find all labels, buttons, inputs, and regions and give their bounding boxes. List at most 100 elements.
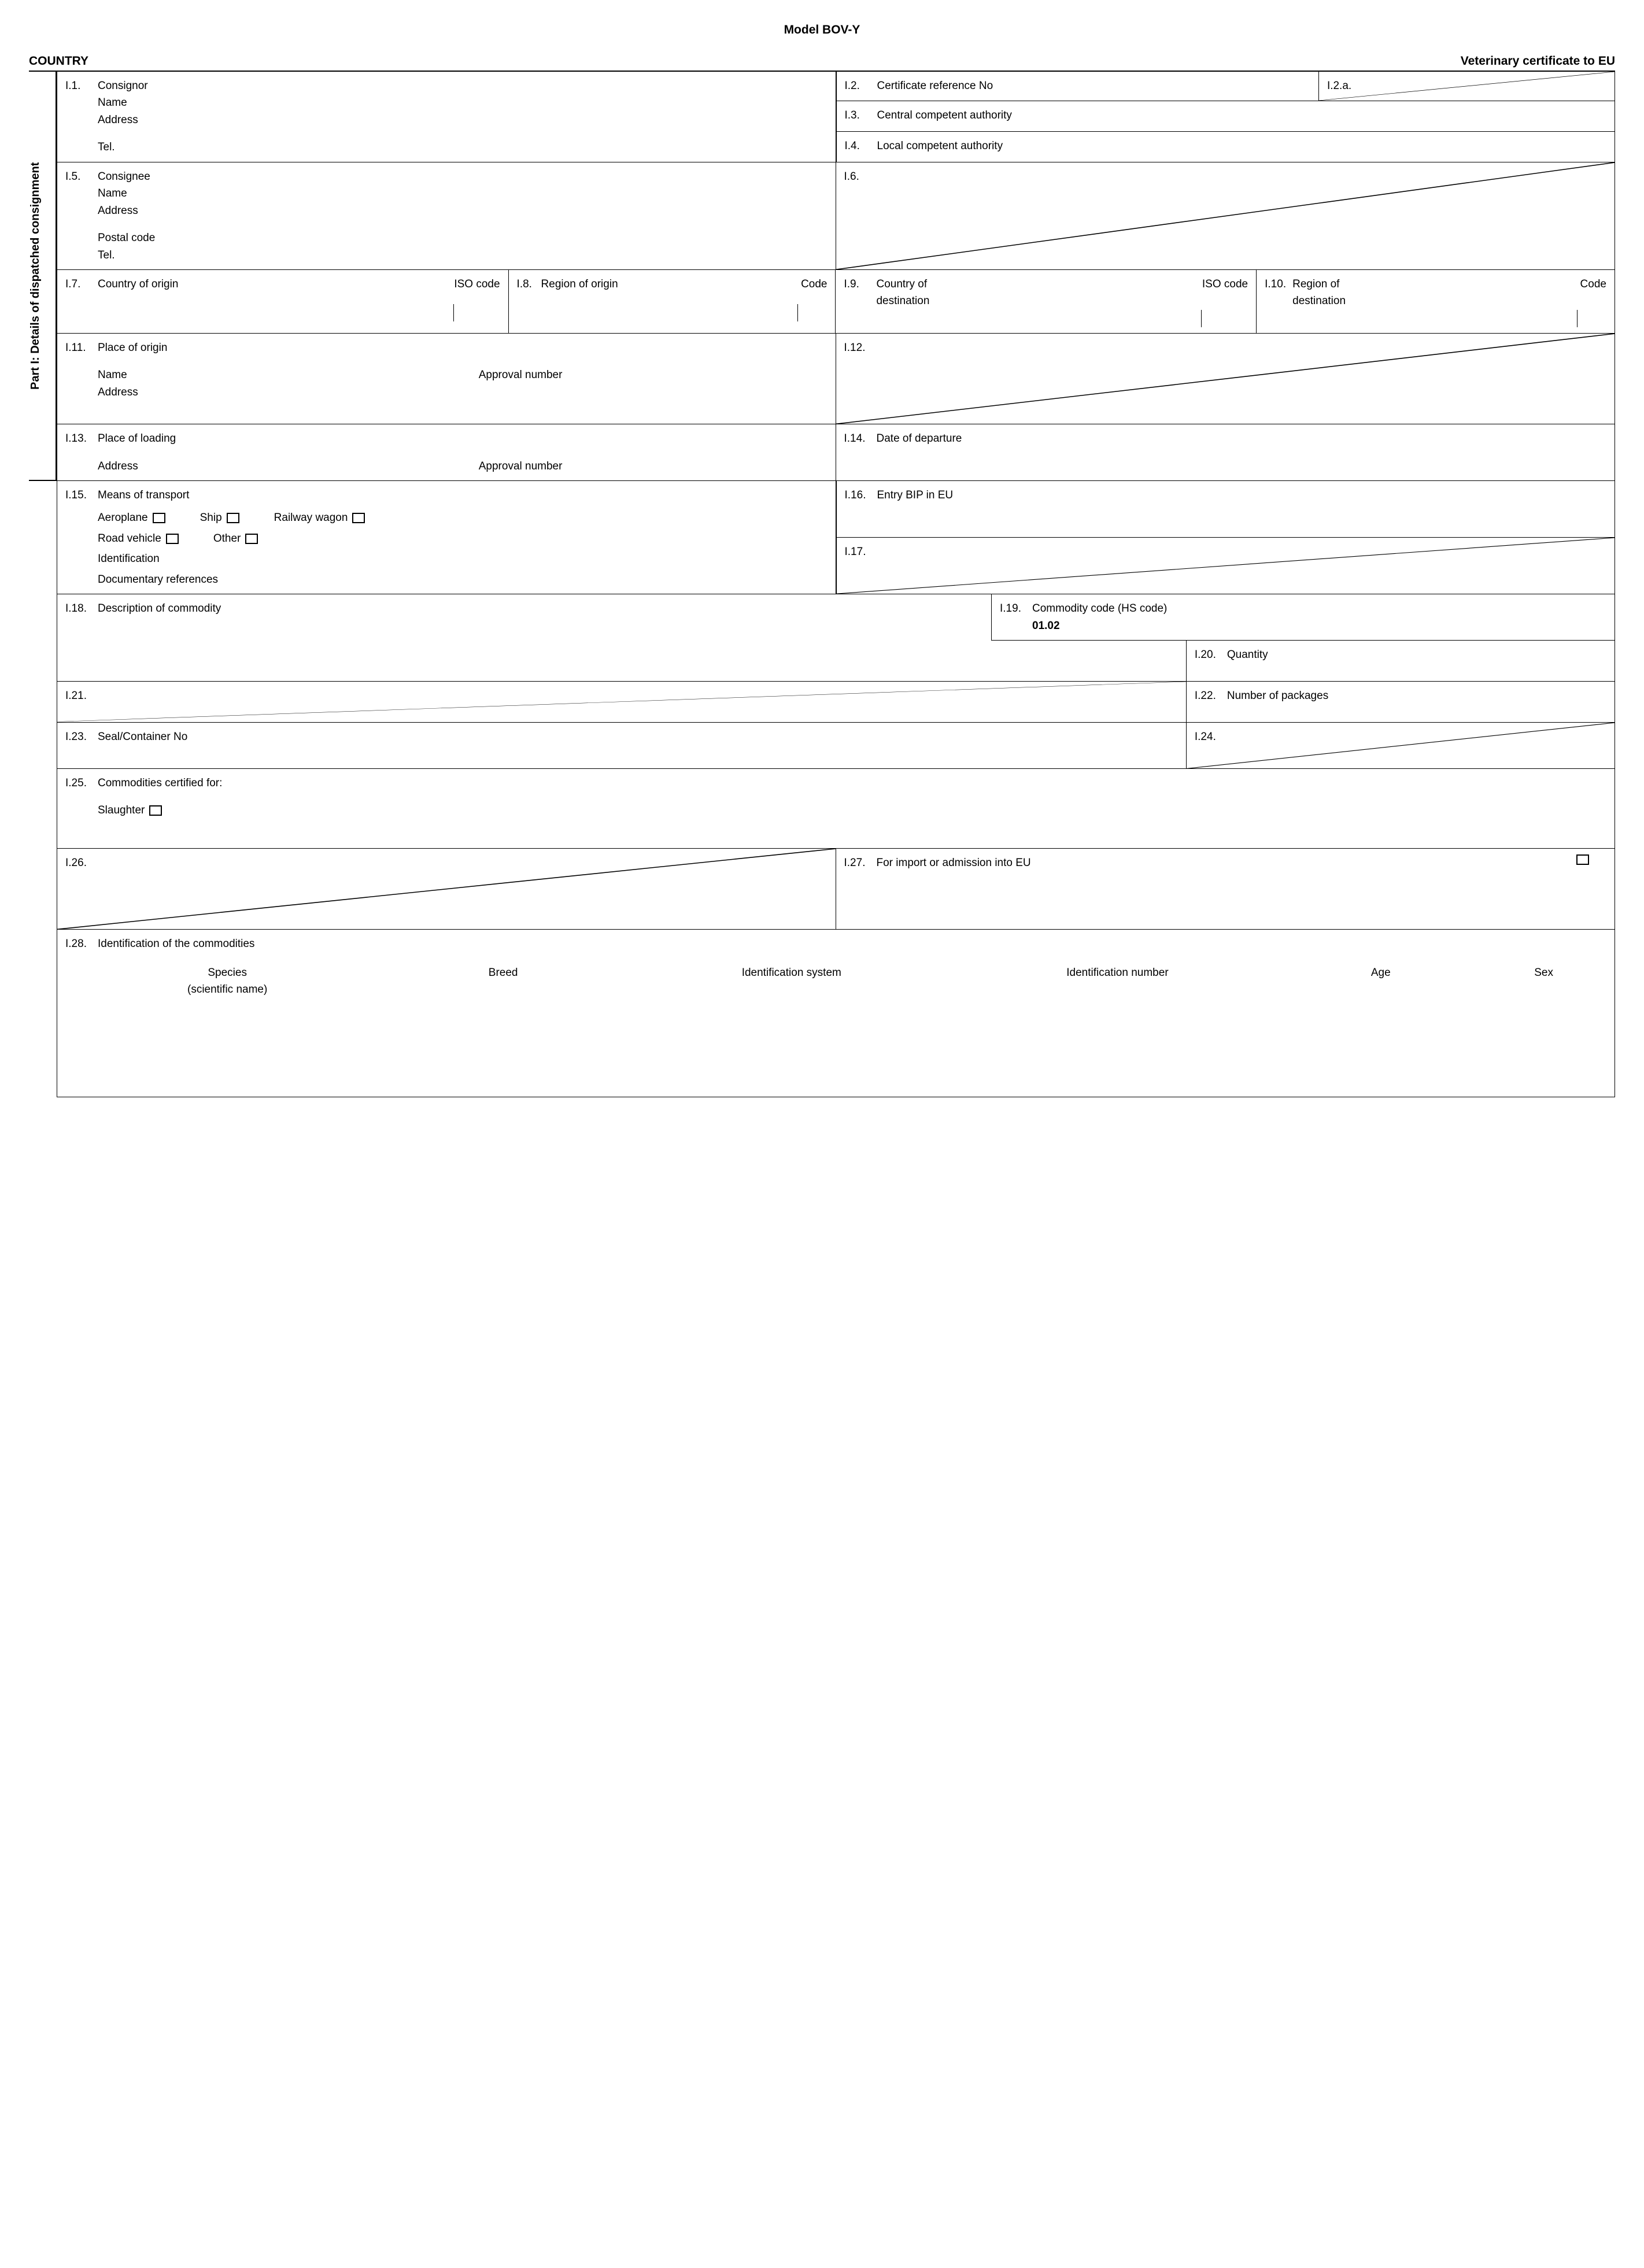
chk-other[interactable]	[245, 534, 258, 544]
box-i6: I.6.	[836, 162, 1616, 270]
num-i14: I.14.	[844, 430, 877, 447]
box-i27: I.27.For import or admission into EU	[836, 849, 1616, 930]
box-i14: I.14.Date of departure	[836, 424, 1616, 481]
box-i4: I.4.Local competent authority	[836, 132, 1616, 162]
label-nop: Number of packages	[1227, 687, 1328, 704]
num-i15: I.15.	[65, 487, 98, 504]
num-i19: I.19.	[1000, 600, 1032, 617]
i28-species: Species	[77, 964, 378, 981]
i9-iso: ISO code	[1202, 276, 1248, 310]
i28-sciname: (scientific name)	[77, 981, 378, 998]
label-consignor: Consignor	[98, 77, 148, 94]
model-title: Model BOV-Y	[29, 23, 1615, 37]
box-i5: I.5.Consignee Name Address Postal code T…	[57, 162, 836, 270]
label-poo: Place of origin	[98, 339, 167, 356]
i5-name: Name	[98, 185, 827, 202]
box-i26: I.26.	[57, 849, 836, 930]
i15-aeroplane: Aeroplane	[98, 512, 148, 524]
num-i13: I.13.	[65, 430, 98, 447]
i28-breed: Breed	[378, 964, 629, 998]
box-i2: I.2.Certificate reference No	[836, 71, 1319, 101]
label-lca: Local competent authority	[877, 138, 1003, 154]
num-i20: I.20.	[1195, 646, 1227, 663]
i28-age: Age	[1280, 964, 1481, 998]
num-i1: I.1.	[65, 77, 98, 94]
label-dod: Date of departure	[877, 430, 962, 447]
i1-name: Name	[98, 94, 827, 111]
chk-road[interactable]	[166, 534, 179, 544]
box-i7: I.7.Country of originISO code	[57, 270, 509, 334]
header-country: COUNTRY	[29, 54, 88, 68]
box-i3: I.3.Central competent authority	[836, 101, 1616, 132]
i15-ident: Identification	[98, 550, 827, 567]
i19-val: 01.02	[1032, 617, 1606, 634]
num-i10: I.10.	[1265, 276, 1292, 310]
label-cod: Country of destination	[876, 276, 945, 310]
label-certfor: Commodities certified for:	[98, 775, 222, 791]
num-i7: I.7.	[65, 276, 98, 293]
chk-ship[interactable]	[227, 513, 239, 523]
i1-tel: Tel.	[98, 139, 827, 156]
num-i18: I.18.	[65, 600, 98, 617]
box-i2a: I.2.a.	[1319, 71, 1615, 101]
box-i8: I.8.Region of origin Code	[509, 270, 836, 334]
box-i16: I.16.Entry BIP in EU	[836, 481, 1616, 538]
num-i9: I.9.	[844, 276, 876, 310]
chk-railway[interactable]	[352, 513, 365, 523]
box-i9: I.9.Country of destination ISO code	[836, 270, 1257, 334]
num-i5: I.5.	[65, 168, 98, 185]
i13-appr: Approval number	[479, 458, 563, 475]
i13-address: Address	[98, 458, 479, 475]
label-roo: Region of origin	[541, 278, 618, 290]
box-i19: I.19.Commodity code (HS code) 01.02	[992, 594, 1615, 641]
box-i1: I.1.Consignor Name Address Tel.	[57, 71, 836, 162]
num-i22: I.22.	[1195, 687, 1227, 704]
label-consignee: Consignee	[98, 168, 150, 185]
box-i22: I.22.Number of packages	[1187, 682, 1615, 722]
num-i28: I.28.	[65, 935, 98, 952]
label-desc: Description of commodity	[98, 600, 221, 617]
i15-ship: Ship	[200, 512, 222, 524]
i11-appr: Approval number	[479, 367, 563, 383]
i15-railway: Railway wagon	[274, 512, 348, 524]
label-identcomm: Identification of the commodities	[98, 935, 254, 952]
num-i25: I.25.	[65, 775, 98, 791]
i8-code: Code	[801, 276, 827, 293]
i5-postal: Postal code	[98, 230, 827, 246]
i11-name: Name	[98, 367, 479, 383]
chk-aeroplane[interactable]	[153, 513, 165, 523]
label-certref: Certificate reference No	[877, 77, 993, 94]
label-qty: Quantity	[1227, 646, 1268, 663]
i10-code: Code	[1580, 276, 1606, 310]
i5-tel: Tel.	[98, 247, 827, 264]
label-coo: Country of origin	[98, 278, 178, 290]
label-seal: Seal/Container No	[98, 728, 187, 745]
chk-import[interactable]	[1576, 854, 1589, 865]
box-i12: I.12.	[836, 334, 1616, 424]
box-i18: I.18.Description of commodity	[57, 594, 992, 641]
box-i10: I.10.Region of destinationCode	[1257, 270, 1615, 334]
box-i13: I.13.Place of loading AddressApproval nu…	[57, 424, 836, 481]
chk-slaughter[interactable]	[149, 805, 162, 816]
box-i15: I.15.Means of transport Aeroplane Ship R…	[57, 481, 836, 594]
num-i11: I.11.	[65, 339, 98, 356]
box-i25: I.25.Commodities certified for: Slaughte…	[57, 769, 1615, 849]
num-i3: I.3.	[845, 107, 877, 124]
num-i23: I.23.	[65, 728, 98, 745]
box-i18b	[57, 641, 1187, 682]
box-i28: I.28.Identification of the commodities S…	[57, 930, 1615, 1097]
i28-idsys: Identification system	[629, 964, 955, 998]
num-i16: I.16.	[845, 487, 877, 504]
i5-address: Address	[98, 202, 827, 219]
i28-sex: Sex	[1481, 964, 1606, 998]
num-i8: I.8.	[517, 276, 541, 293]
box-i21: I.21.	[57, 682, 1187, 722]
label-mot: Means of transport	[98, 487, 189, 504]
i25-slaughter: Slaughter	[98, 804, 145, 816]
i15-docref: Documentary references	[98, 571, 827, 588]
label-hscode: Commodity code (HS code)	[1032, 600, 1167, 617]
box-i11: I.11.Place of origin NameApproval number…	[57, 334, 836, 424]
i1-address: Address	[98, 112, 827, 128]
label-import: For import or admission into EU	[877, 854, 1031, 871]
num-i27: I.27.	[844, 854, 877, 871]
